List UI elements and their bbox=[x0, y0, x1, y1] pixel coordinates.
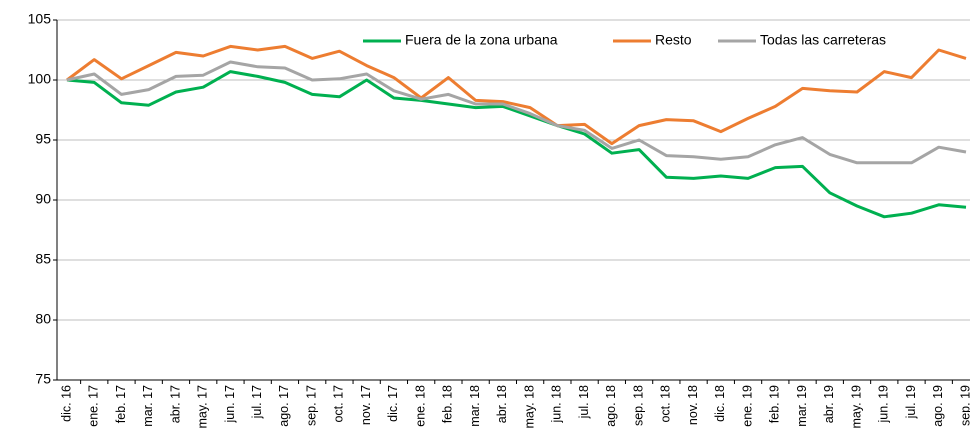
y-tick-label: 100 bbox=[28, 71, 52, 87]
x-tick-label: sep. 17 bbox=[304, 385, 318, 426]
x-tick-label: mar. 18 bbox=[468, 385, 482, 427]
y-tick-label: 85 bbox=[35, 251, 51, 267]
x-tick-label: sep. 18 bbox=[631, 385, 645, 426]
series-line bbox=[66, 44, 967, 146]
x-tick-label: oct. 18 bbox=[659, 385, 673, 423]
x-tick-label: sep. 19 bbox=[958, 385, 970, 426]
x-tick-label: jul. 17 bbox=[250, 385, 264, 419]
x-tick-label: ago. 18 bbox=[604, 385, 618, 427]
x-tick-label: nov. 18 bbox=[686, 385, 700, 425]
x-tick-label: mar. 17 bbox=[141, 385, 155, 427]
x-tick-label: ene. 18 bbox=[413, 385, 427, 427]
x-tick-label: feb. 19 bbox=[768, 385, 782, 423]
x-tick-label: feb. 17 bbox=[114, 385, 128, 423]
x-tick-label: abr. 18 bbox=[495, 385, 509, 423]
x-tick-label: may. 18 bbox=[522, 385, 536, 429]
x-tick-label: may. 19 bbox=[849, 385, 863, 429]
y-tick-label: 90 bbox=[35, 191, 51, 207]
y-tick-label: 95 bbox=[35, 131, 51, 147]
legend-label: Resto bbox=[655, 32, 692, 48]
x-tick-label: mar. 19 bbox=[795, 385, 809, 427]
x-tick-label: ago. 19 bbox=[931, 385, 945, 427]
x-tick-label: jun. 19 bbox=[877, 385, 891, 424]
x-tick-label: jul. 19 bbox=[904, 385, 918, 419]
x-tick-label: dic. 17 bbox=[386, 385, 400, 422]
y-tick-label: 80 bbox=[35, 311, 51, 327]
x-tick-label: oct. 17 bbox=[332, 385, 346, 423]
x-tick-label: ago. 17 bbox=[277, 385, 291, 427]
x-tick-label: jun. 18 bbox=[550, 385, 564, 424]
x-tick-label: dic. 16 bbox=[59, 385, 73, 422]
y-tick-label: 75 bbox=[35, 371, 51, 387]
x-tick-label: dic. 18 bbox=[713, 385, 727, 422]
x-tick-label: abr. 19 bbox=[822, 385, 836, 423]
x-tick-label: feb. 18 bbox=[441, 385, 455, 423]
x-tick-label: ene. 19 bbox=[740, 385, 754, 427]
x-tick-label: abr. 17 bbox=[168, 385, 182, 423]
x-tick-label: jun. 17 bbox=[223, 385, 237, 424]
y-tick-label: 105 bbox=[28, 11, 52, 27]
x-tick-label: ene. 17 bbox=[87, 385, 101, 427]
legend-label: Todas las carreteras bbox=[760, 32, 886, 48]
x-tick-label: may. 17 bbox=[196, 385, 210, 429]
x-tick-label: nov. 17 bbox=[359, 385, 373, 425]
series-line bbox=[66, 60, 967, 165]
series-line bbox=[66, 70, 967, 219]
x-tick-label: jul. 18 bbox=[577, 385, 591, 419]
legend-label: Fuera de la zona urbana bbox=[405, 32, 558, 48]
